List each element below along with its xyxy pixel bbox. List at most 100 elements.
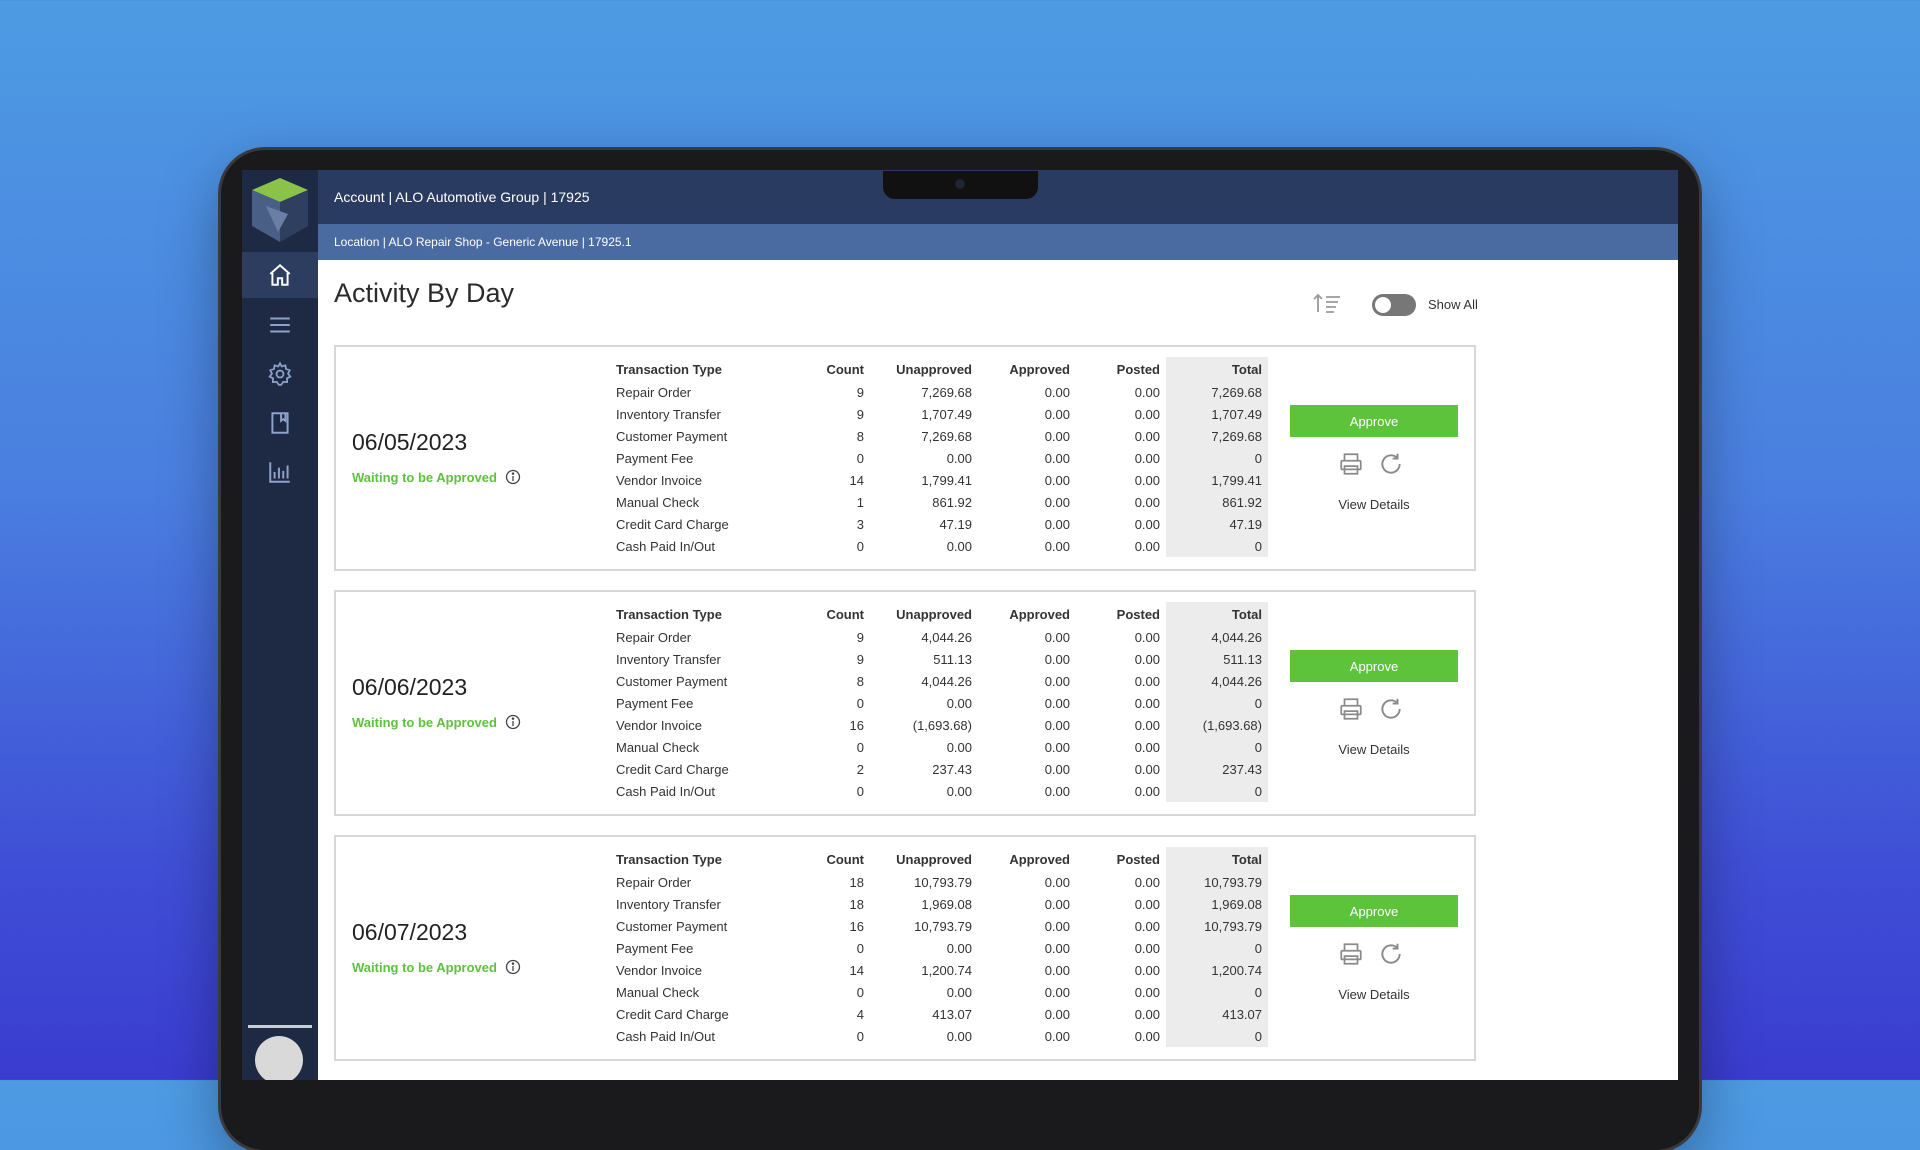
col-total-cell: 1,969.08 — [1166, 893, 1268, 915]
col-unapproved-cell: 10,793.79 — [914, 918, 972, 934]
col-count-cell: 14 — [849, 962, 864, 978]
gear-icon — [268, 361, 292, 386]
col-posted-cell: 0.00 — [1134, 896, 1160, 912]
col-transaction-type-cell: Credit Card Charge — [616, 516, 729, 532]
approve-button[interactable]: Approve — [1290, 405, 1458, 437]
table-row: Cash Paid In/Out 0 0.00 0.00 0.00 0 — [616, 1025, 1268, 1047]
col-posted-cell: 0.00 — [1134, 472, 1160, 488]
sidebar-item-bookmarks[interactable] — [242, 400, 318, 446]
col-approved-header: Approved — [1009, 606, 1070, 622]
col-total-cell: 0 — [1166, 937, 1268, 959]
account-label: Account | ALO Automotive Group | 17925 — [334, 189, 590, 205]
refresh-icon[interactable] — [1378, 451, 1404, 477]
sidebar-item-home[interactable] — [242, 252, 318, 298]
col-posted-cell: 0.00 — [1134, 1006, 1160, 1022]
table-row: Credit Card Charge 2 237.43 0.00 0.00 237.43 — [616, 758, 1268, 780]
col-posted-cell: 0.00 — [1134, 695, 1160, 711]
col-unapproved-cell: 4,044.26 — [921, 673, 972, 689]
sidebar-item-reports[interactable] — [242, 449, 318, 495]
col-count-cell: 0 — [856, 984, 864, 1000]
col-count-cell: 8 — [856, 673, 864, 689]
col-approved-cell: 0.00 — [1044, 673, 1070, 689]
location-label[interactable]: Location | ALO Repair Shop - Generic Ave… — [334, 235, 632, 249]
view-details-link[interactable]: View Details — [1338, 987, 1410, 1002]
col-posted-cell: 0.00 — [1134, 940, 1160, 956]
col-transaction-type-cell: Vendor Invoice — [616, 962, 703, 978]
view-details-link[interactable]: View Details — [1338, 497, 1410, 512]
refresh-icon[interactable] — [1378, 941, 1404, 967]
info-icon[interactable] — [505, 714, 521, 730]
col-unapproved-header: Unapproved — [896, 851, 972, 867]
sidebar-item-menu[interactable] — [242, 302, 318, 348]
col-unapproved-cell: 0.00 — [946, 739, 972, 755]
col-transaction-type-cell: Credit Card Charge — [616, 1006, 729, 1022]
table-header-row: Transaction Type Count Unapproved Approved P… — [616, 602, 1268, 626]
col-transaction-type-cell: Vendor Invoice — [616, 717, 703, 733]
col-total-cell: 511.13 — [1166, 648, 1268, 670]
col-count-cell: 18 — [849, 896, 864, 912]
approve-button[interactable]: Approve — [1290, 895, 1458, 927]
activity-day-card: 06/05/2023 Waiting to be Approved Transact… — [334, 345, 1476, 571]
transactions-table: Transaction Type Count Unapproved Approved P… — [616, 357, 1268, 557]
table-row: Vendor Invoice 14 1,799.41 0.00 0.00 1,799.41 — [616, 469, 1268, 491]
transactions-table: Transaction Type Count Unapproved Approved P… — [616, 602, 1268, 802]
col-transaction-type-cell: Credit Card Charge — [616, 761, 729, 777]
card-date: 06/07/2023 — [352, 919, 468, 945]
col-total-cell: 4,044.26 — [1166, 626, 1268, 648]
col-approved-cell: 0.00 — [1044, 538, 1070, 554]
view-details-link[interactable]: View Details — [1338, 742, 1410, 757]
col-count-cell: 9 — [856, 384, 864, 400]
col-approved-cell: 0.00 — [1044, 1028, 1070, 1044]
col-total-cell: 47.19 — [1166, 513, 1268, 535]
show-all-label: Show All — [1428, 297, 1478, 312]
col-approved-cell: 0.00 — [1044, 761, 1070, 777]
bar-chart-icon — [269, 462, 290, 483]
col-posted-cell: 0.00 — [1134, 629, 1160, 645]
table-row: Credit Card Charge 3 47.19 0.00 0.00 47.19 — [616, 513, 1268, 535]
col-count-cell: 14 — [849, 472, 864, 488]
bookmark-icon — [271, 412, 289, 434]
col-total-cell: 1,707.49 — [1166, 403, 1268, 425]
col-unapproved-cell: 413.07 — [932, 1006, 972, 1022]
col-count-cell: 0 — [856, 739, 864, 755]
col-approved-cell: 0.00 — [1044, 384, 1070, 400]
col-count-cell: 16 — [849, 918, 864, 934]
col-transaction-type-cell: Manual Check — [616, 494, 700, 510]
show-all-toggle[interactable] — [1372, 294, 1416, 316]
status-badge: Waiting to be Approved — [352, 959, 521, 975]
col-posted-cell: 0.00 — [1134, 673, 1160, 689]
sort-icon[interactable] — [1312, 292, 1342, 316]
info-icon[interactable] — [505, 469, 521, 485]
col-transaction-type-header: Transaction Type — [616, 851, 722, 867]
page-title: Activity By Day — [334, 278, 515, 308]
col-unapproved-cell: 7,269.68 — [921, 428, 972, 444]
avatar[interactable] — [255, 1036, 303, 1080]
col-posted-cell: 0.00 — [1134, 874, 1160, 890]
col-unapproved-cell: 511.13 — [933, 651, 972, 667]
sidebar-item-settings[interactable] — [242, 351, 318, 397]
col-transaction-type-cell: Inventory Transfer — [616, 651, 721, 667]
col-unapproved-cell: (1,693.68) — [912, 717, 972, 733]
col-count-cell: 0 — [856, 783, 864, 799]
col-count-header: Count — [826, 851, 864, 867]
col-count-cell: 0 — [856, 538, 864, 554]
col-posted-cell: 0.00 — [1134, 384, 1160, 400]
col-total-cell: 1,200.74 — [1166, 959, 1268, 981]
col-posted-cell: 0.00 — [1134, 538, 1160, 554]
info-icon[interactable] — [505, 959, 521, 975]
refresh-icon[interactable] — [1378, 696, 1404, 722]
col-posted-cell: 0.00 — [1134, 1028, 1160, 1044]
col-posted-cell: 0.00 — [1134, 918, 1160, 934]
col-transaction-type-cell: Customer Payment — [616, 918, 728, 934]
col-unapproved-cell: 47.19 — [939, 516, 972, 532]
print-icon[interactable] — [1338, 941, 1364, 967]
status-badge: Waiting to be Approved — [352, 714, 521, 730]
col-transaction-type-cell: Payment Fee — [616, 695, 694, 711]
approve-button[interactable]: Approve — [1290, 650, 1458, 682]
print-icon[interactable] — [1338, 451, 1364, 477]
col-unapproved-cell: 237.43 — [932, 761, 972, 777]
print-icon[interactable] — [1338, 696, 1364, 722]
col-unapproved-cell: 0.00 — [946, 783, 972, 799]
col-approved-cell: 0.00 — [1044, 918, 1070, 934]
col-count-cell: 0 — [856, 695, 864, 711]
